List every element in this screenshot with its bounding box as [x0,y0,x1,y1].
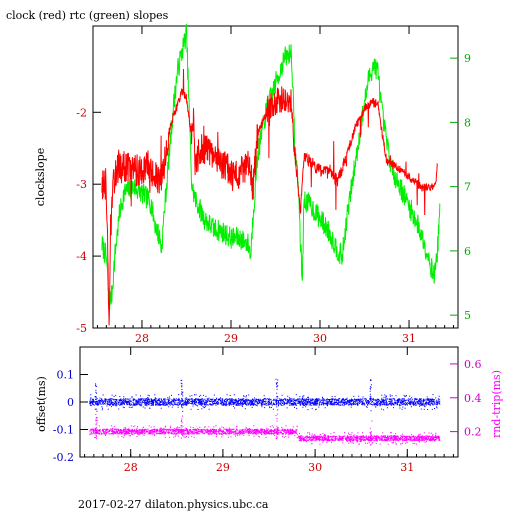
slopes-ytick-right-label: 8 [464,116,471,129]
footer-text: 2017-02-27 dilaton.physics.ubc.ca [78,498,269,511]
chart-title: clock (red) rtc (green) slopes [6,9,169,22]
slopes-ytick-left-label: -3 [76,178,87,191]
offset-plot: 28 29 30 31 -0.2 -0.1 0 0.1 0.2 0.4 0.6 offset(ms) r… [35,346,503,474]
series-offset-points [89,378,441,412]
offset-ytick-right-label: 0.6 [464,358,482,371]
slopes-xtick-label: 31 [402,332,416,345]
offset-xtick-label: 28 [124,461,138,474]
slopes-ytick-right-label: 9 [464,52,471,65]
offset-xtick-label: 29 [216,461,230,474]
rndtrip-ylabel: rnd-trip(ms) [490,370,503,438]
offset-xtick-label: 30 [308,461,322,474]
slopes-xtick-label: 28 [135,332,149,345]
slopes-ylabel: clockslope [34,148,47,206]
series-clock-line [101,68,438,326]
offset-ytick-right-label: 0.2 [464,426,482,439]
offset-ytick-left-label: -0.1 [53,424,74,437]
slopes-ytick-left-label: -2 [76,106,87,119]
offset-xtick-label: 31 [400,461,414,474]
slopes-ytick-right-label: 7 [464,181,471,194]
slopes-plot: 28 29 30 31 -5 -4 -3 -2 5 6 7 8 9 clockslope [34,23,471,345]
slopes-ytick-right-label: 6 [464,245,471,258]
offset-ylabel: offset(ms) [35,376,48,432]
slopes-ytick-left-label: -5 [76,322,87,335]
slopes-xtick-label: 30 [313,332,327,345]
slopes-ytick-left-label: -4 [76,250,87,263]
offset-ytick-left-label: 0 [67,396,74,409]
offset-ytick-left-label: 0.1 [57,369,75,382]
offset-ytick-right-label: 0.4 [464,392,482,405]
series-rndtrip-points [89,413,441,446]
series-rtc-line [101,23,441,310]
slopes-xtick-label: 29 [224,332,238,345]
slopes-ytick-right-label: 5 [464,309,471,322]
offset-ytick-left-label: -0.2 [53,451,74,464]
